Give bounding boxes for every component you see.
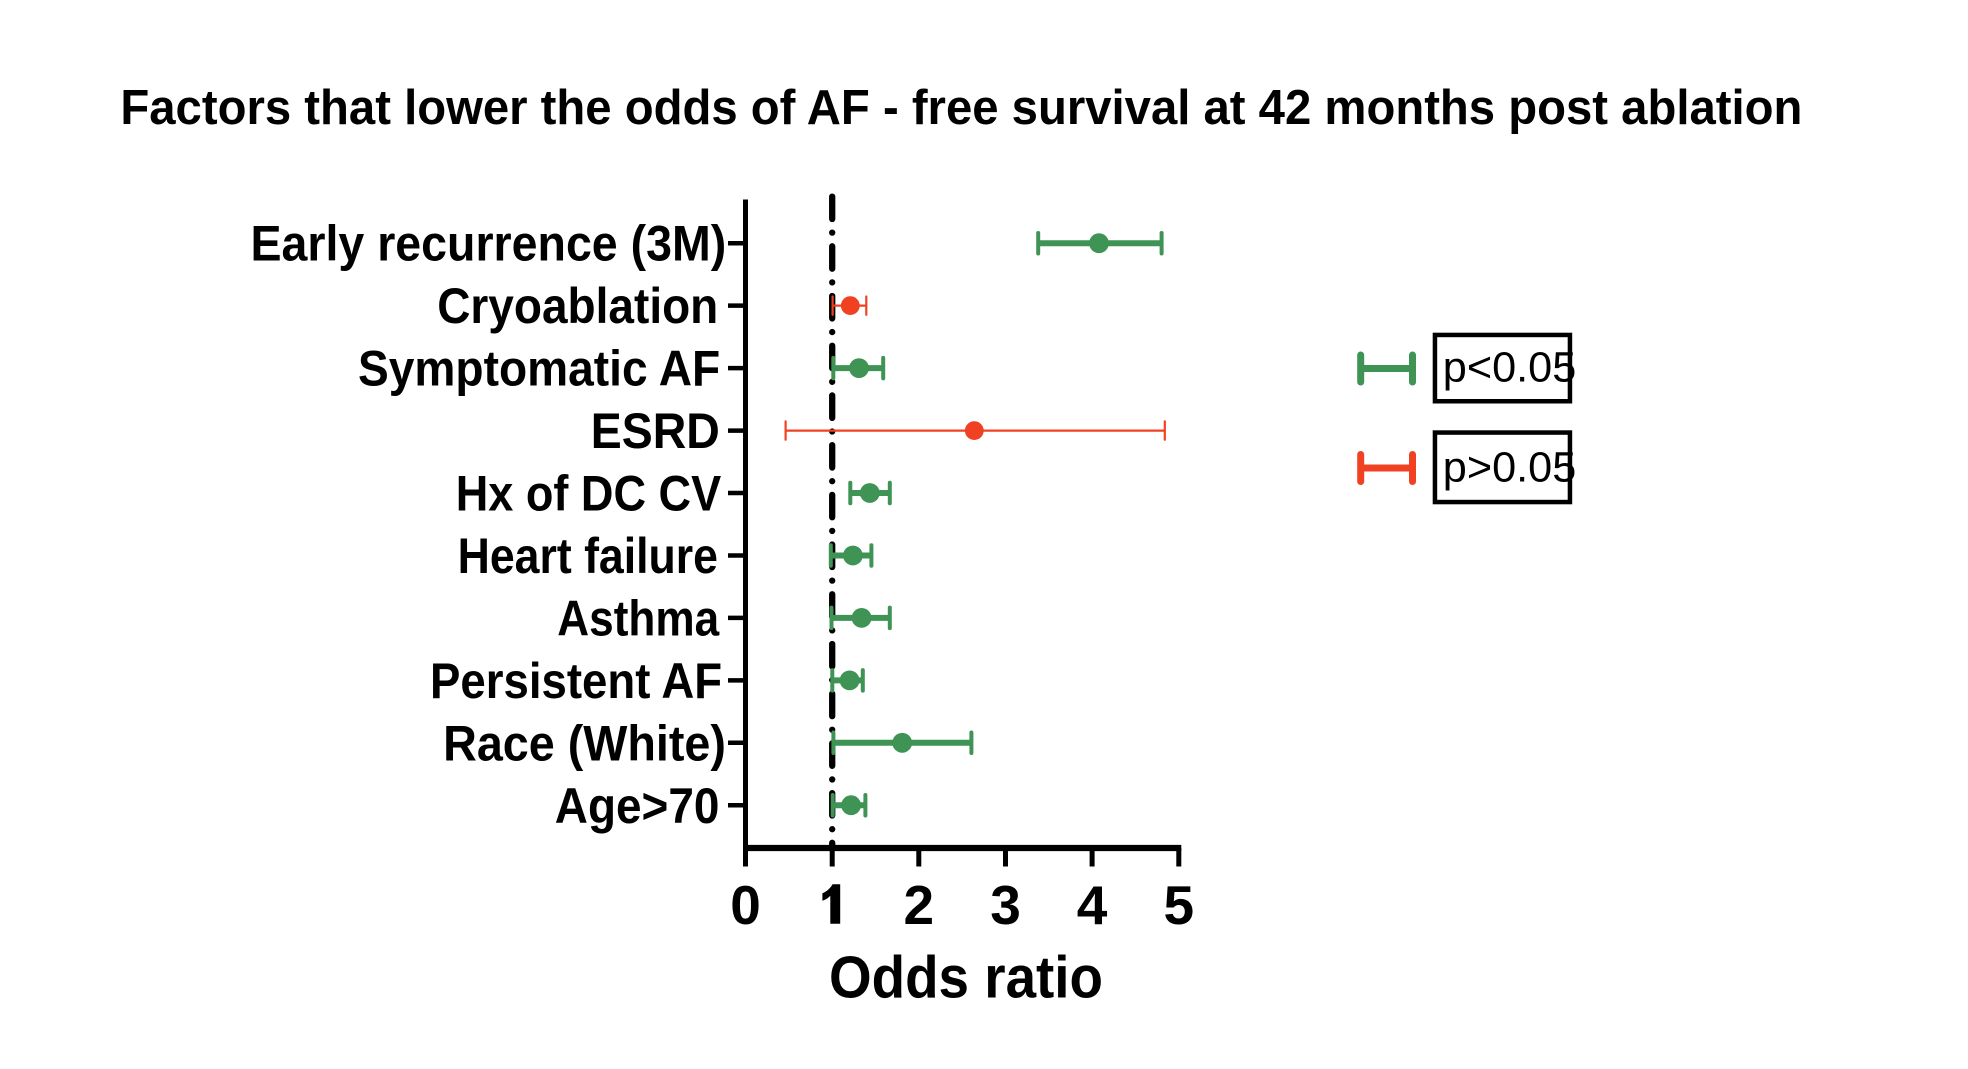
svg-text:p<0.05: p<0.05 xyxy=(1443,344,1577,392)
svg-text:Asthma: Asthma xyxy=(557,589,720,646)
svg-text:5: 5 xyxy=(1164,874,1195,936)
svg-text:Heart failure: Heart failure xyxy=(458,527,718,584)
svg-text:2: 2 xyxy=(904,874,935,936)
svg-text:4: 4 xyxy=(1077,874,1108,936)
svg-text:Persistent AF: Persistent AF xyxy=(430,652,722,709)
svg-text:0: 0 xyxy=(730,874,761,936)
svg-text:Symptomatic AF: Symptomatic AF xyxy=(358,340,720,397)
svg-text:Cryoablation: Cryoablation xyxy=(437,277,718,334)
svg-text:Early recurrence (3M): Early recurrence (3M) xyxy=(251,215,727,272)
svg-text:p>0.05: p>0.05 xyxy=(1443,444,1577,492)
svg-text:3: 3 xyxy=(990,874,1021,936)
svg-text:Age>70: Age>70 xyxy=(555,777,720,834)
svg-text:Odds ratio: Odds ratio xyxy=(829,945,1103,1011)
svg-text:Race (White): Race (White) xyxy=(443,714,726,771)
svg-text:Hx of DC CV: Hx of DC CV xyxy=(456,465,722,522)
svg-text:ESRD: ESRD xyxy=(591,402,720,459)
svg-text:Factors that lower the odds of: Factors that lower the odds of AF - free… xyxy=(120,81,1802,135)
